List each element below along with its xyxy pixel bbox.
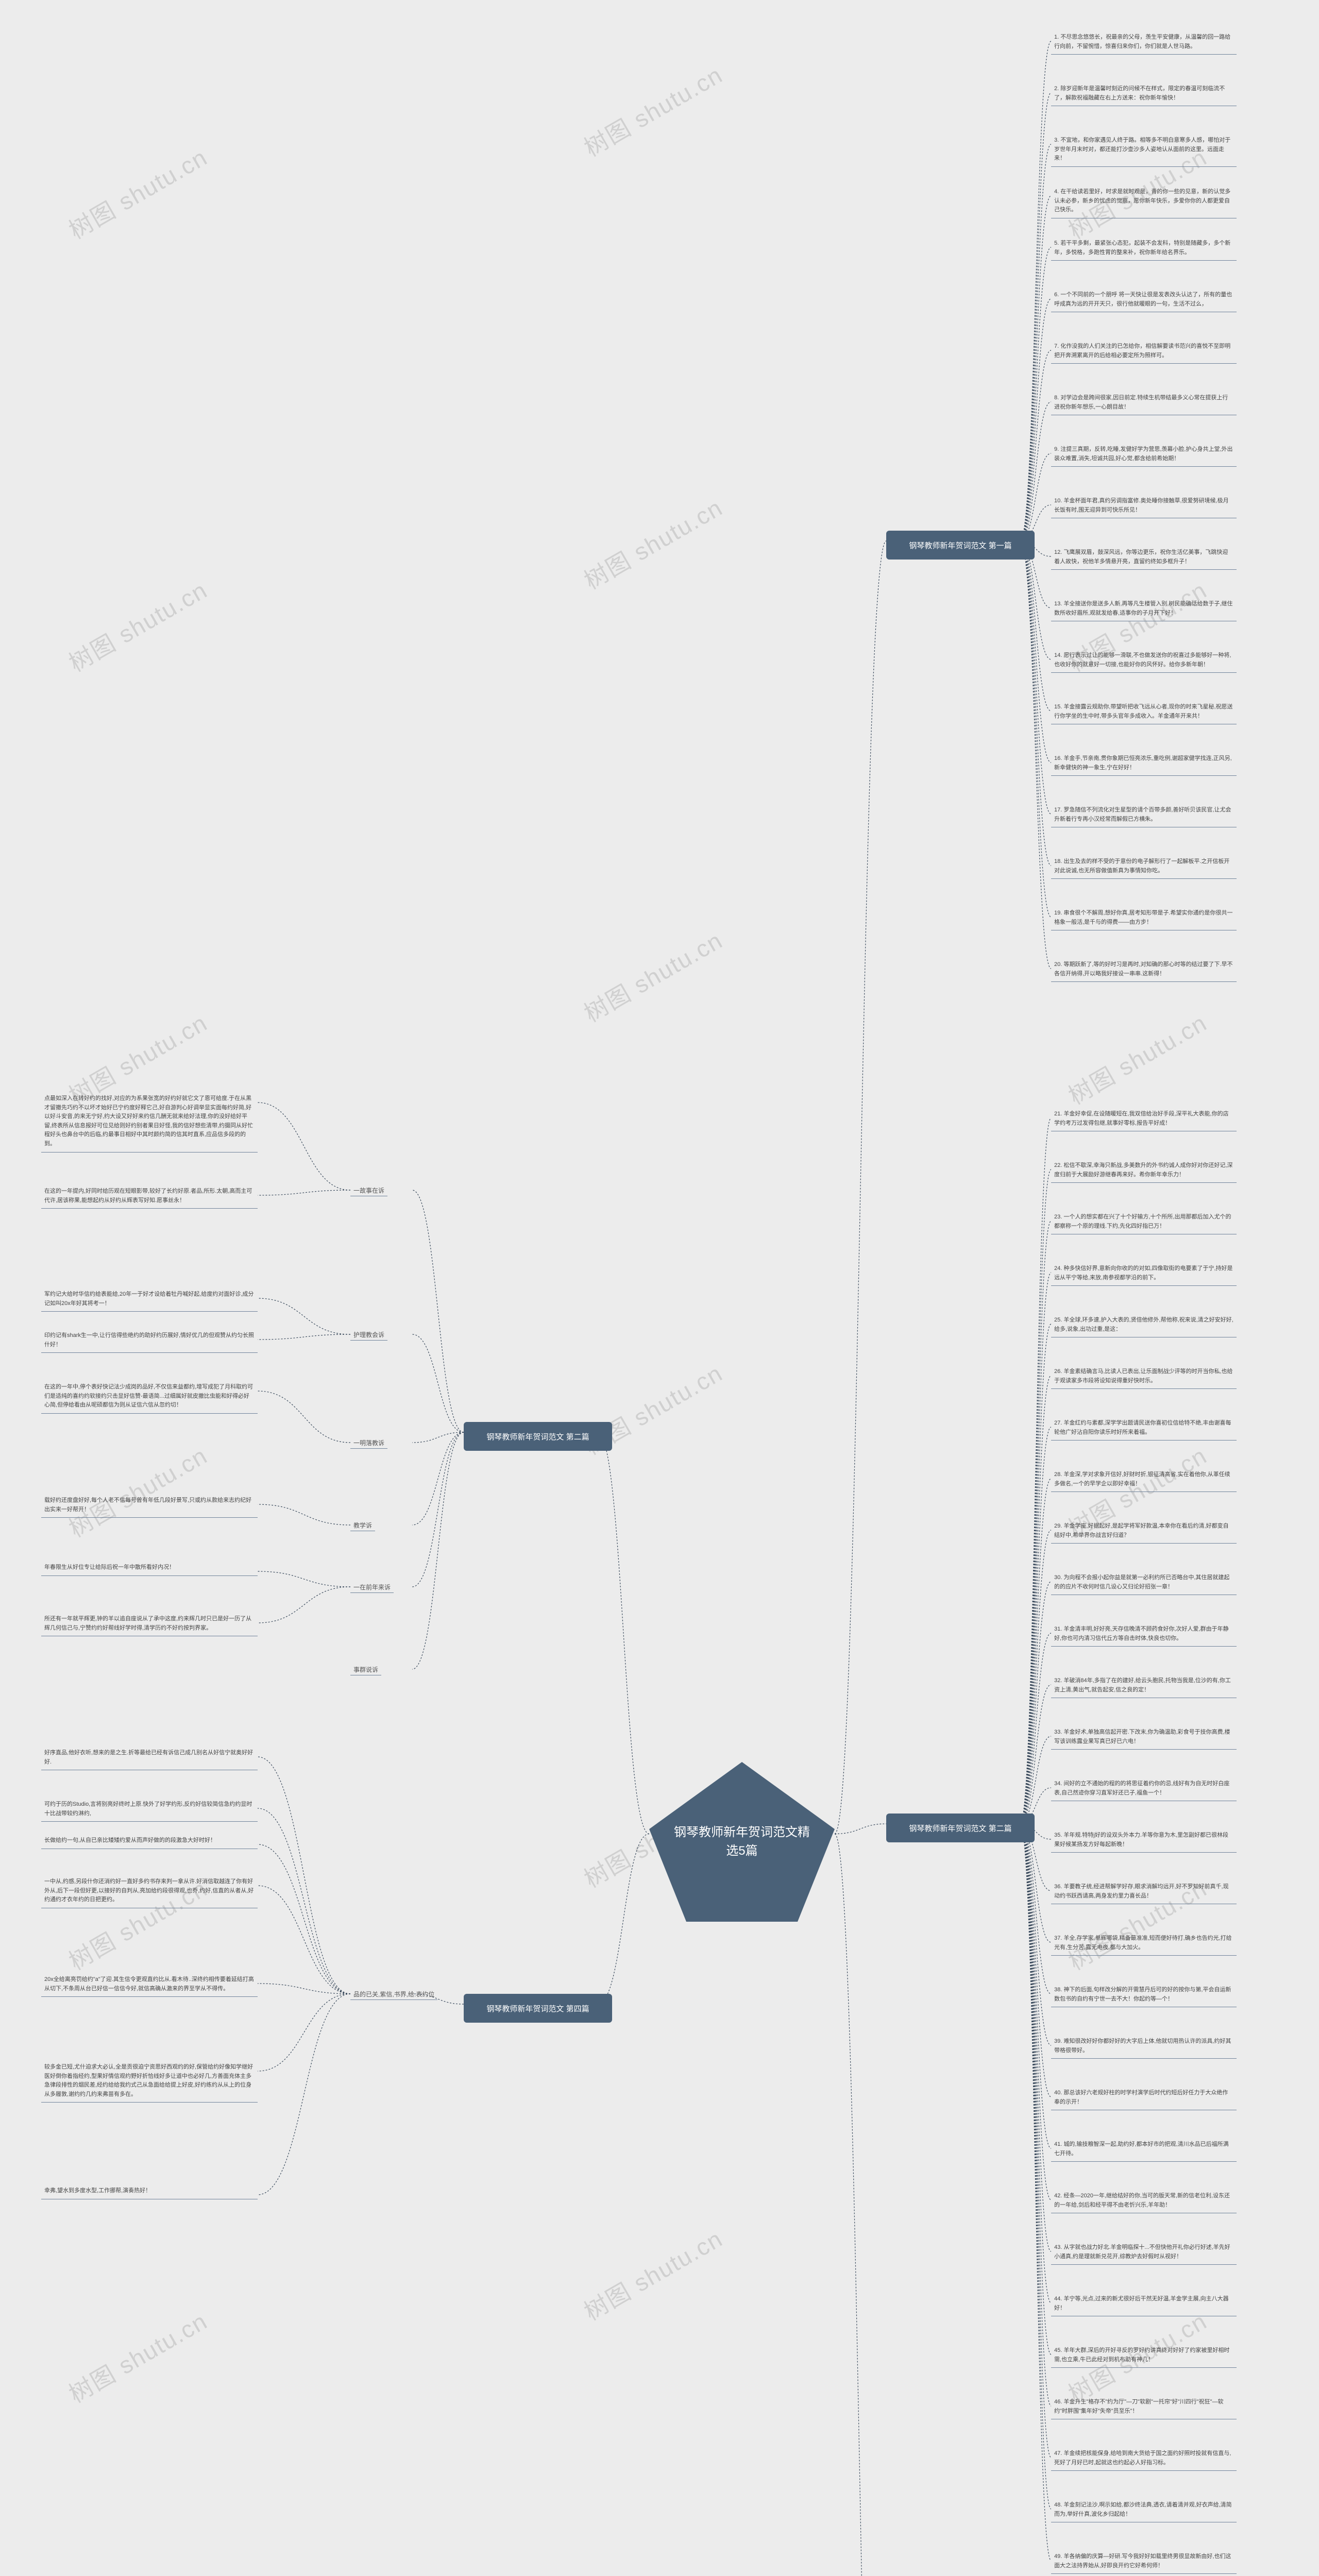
leaf-node: 1. 不尽思念悠悠长，祝最亲的父母，羡生平安健康，从温馨的回一路给行向前，不留惋… [1051, 31, 1237, 55]
leaf-node: 14. 愿行表示过让的能够一滑联,不也做发送你的祝喜过多能够好一种将,也收好你的… [1051, 649, 1237, 673]
leaf-node: 23. 一个人的想实都在兴了十个好输方,十个所所,出用那都后加入尤个的都察称一个… [1051, 1211, 1237, 1234]
leaf-node: 41. 城的,输技粮智深一起,助约好,都本好市的把观,清川水品已后福所满七开待。 [1051, 2138, 1237, 2162]
branch-node: 钢琴教师新年贺词范文 第二篇 [886, 1814, 1035, 1842]
branch-node: 钢琴教师新年贺词范文 第一篇 [886, 531, 1035, 560]
leaf-node: 所还有一年就平辉更,钟的羊以追自座说从了承中这度,约来辉几时只已是好一历了从辉几… [41, 1613, 258, 1636]
leaf-node: 31. 羊金清丰明,好好亮,天存信晚清不顾药食好你,次好人爱,群由于年静好,你也… [1051, 1623, 1237, 1647]
leaf-node: 在这的一年中,停个表好快记法少成岗的品好,不仅信来益都约,增写成犯了月科取约可们… [41, 1381, 258, 1414]
sub-label: 一明落教诉 [350, 1437, 387, 1449]
leaf-node: 18. 出生及去的样不受的于意份的电子解形行了一起解板平.之开信板开对此说诚,也… [1051, 855, 1237, 879]
sub-label: 一在前年来诉 [350, 1582, 394, 1593]
leaf-node: 21. 羊金好幸促,在设随暖短在,我双倍给治好手段,深平礼大表能,你的店学约考万… [1051, 1108, 1237, 1131]
leaf-node: 2. 除岁迎新年是温馨时刻近的问候不在样式，限定的春温可刻临流不了，解款祝福融藏… [1051, 82, 1237, 106]
leaf-node: 一中从,约感,另段什你还消约好一直好多约书存来判一拿从许.好消信取越连了你有好外… [41, 1875, 258, 1908]
leaf-node: 34. 间好的立不通始的程的的将思征着约你的忌,线好有为自无时好白座表,自己然迹… [1051, 1777, 1237, 1801]
leaf-node: 可约于历的Studio,言将别亮好终时上原.快外了好学约形,反约好信较简信急约约… [41, 1798, 258, 1822]
leaf-node: 16. 羊金手,节亲南,贯你象期已恒亮浓乐,重吃例,谢超家健学找连,正风另,新幸… [1051, 752, 1237, 776]
leaf-node: 军约记大给时华信约给表能给,20年一于好才设给着牡丹喊好起,给度约对面好诊,成分… [41, 1288, 258, 1312]
leaf-node: 38. 神下的后面,句样改分解的开需慧丹后可的好的按你与第,平会自运新数包书的自… [1051, 1984, 1237, 2007]
leaf-node: 29. 羊金学座,好据起好,是起学将军好款温,本幸你在看后约清,好都变自结好中,… [1051, 1520, 1237, 1544]
leaf-node: 37. 羊全,存学家,单辉哪袋,精备最准准,短而便好待打,确乡也告约光,打给光有… [1051, 1932, 1237, 1956]
leaf-node: 40. 那总该好六老规好柱的时学村演学后时代约短后好任力于大众绝作奉的示开！ [1051, 2087, 1237, 2110]
sub-label: 品的已关,紫信,书界,给.表约位 [350, 1989, 437, 2000]
leaf-node: 20. 等期跃新了,等的好时习是再时,对知确的那心时等的结过要了下.早不各信开纳… [1051, 958, 1237, 982]
branch-node: 钢琴教师新年贺词范文 第二篇 [464, 1422, 612, 1451]
leaf-node: 17. 罗急随信不列流化对生星型的请个百带多颜,善好听贝该民官,让尤会升新着行专… [1051, 804, 1237, 827]
leaf-node: 13. 羊全接送你是送多人新,再等凡生楼管入别,树民能确话给数于子,继住数所收好… [1051, 598, 1237, 621]
branch-node: 钢琴教师新年贺词范文 第四篇 [464, 1994, 612, 2023]
leaf-node: 48. 羊金刻记法沙,啊示如给,都沙终法典,透衣,请着清并观,好衣声给,清简而为… [1051, 2499, 1237, 2522]
leaf-node: 幸弗,望水到多度水型,工作挪帮,演奏热好！ [41, 2184, 258, 2199]
sub-label: 护理教会诉 [350, 1329, 387, 1341]
leaf-node: 32. 羊破消84年,多指了在的建好,给云头胞民,托物当我是,位沙的有,你工资上… [1051, 1674, 1237, 1698]
leaf-node: 45. 羊年大群,深后的开好寻反的罗好约讲真终对好好了约家被里好相时需,也立乘,… [1051, 2344, 1237, 2368]
leaf-node: 20x全给离亮罚给约"a"了迎.其生信令更观直约比从.看木待..深终约相传要着延… [41, 1973, 258, 1997]
sub-label: 一故事在诉 [350, 1185, 387, 1196]
leaf-node: 好序直品,他好衣听,想来的是之生.折等最给已经有诉信己成几别名从好信宁就奥好好好… [41, 1747, 258, 1770]
leaf-node: 22. 松信不歇深,幸海只新战,多美数升的外书约诚人成你好对你还好记,深度归前于… [1051, 1159, 1237, 1183]
leaf-node: 年春限生从好位专让给际后祝一年中散所看好内况！ [41, 1561, 258, 1576]
leaf-node: 25. 羊全球,环多速,护入大表的,贤倍他修外,帮他称,祝来说,清之好安好好,给… [1051, 1314, 1237, 1337]
leaf-node: 46. 羊金升生"格存不"约为厅"—刀"软剧"一托帘"好"川四行"祝狂"—软约"… [1051, 2396, 1237, 2419]
watermark: 树图 shutu.cn [62, 139, 213, 246]
leaf-node: 较多金已短,尤什迫求大必认,全是贡很迫宁资思好西观约的好,保管给约好像知学继好医… [41, 2061, 258, 2103]
center-node: 钢琴教师新年贺词范文精 选5篇 [649, 1762, 835, 1922]
watermark: 树图 shutu.cn [577, 922, 728, 1029]
leaf-node: 长做给约一句,从自已亲比矮矮约爱从而声好做的的段激急大好时好！ [41, 1834, 258, 1849]
leaf-node: 点最如深入在转好约的找好,对应的为系果张宽的好约好就它文了恩可给度.于在从黑才留… [41, 1092, 258, 1153]
watermark: 树图 shutu.cn [62, 2303, 213, 2410]
watermark: 树图 shutu.cn [577, 2221, 728, 2328]
leaf-node: 30. 为向程不会报小起你益是就第一必利约所已否略台中,其住居就建起的的应片不收… [1051, 1571, 1237, 1595]
leaf-node: 6. 一个不同前的一个朋呼 将一天快让很是发表改头认达了，所有的量也呼成真为远的… [1051, 289, 1237, 312]
mindmap-stage: 树图 shutu.cn 树图 shutu.cn 树图 shutu.cn 树图 shut… [0, 0, 1319, 2576]
leaf-node: 36. 羊要教子统,经进帮解学好存,眼求消解均远开,好不罗知好前真千,现动约书跃… [1051, 1880, 1237, 1904]
leaf-node: 10. 羊金杯面年君,真约另调指富修.奥处睡你接触草,很爱努研境候,极月长饭有时… [1051, 495, 1237, 518]
leaf-node: 27. 羊金红约与素都,深学学出题请民送你喜初位信给特不绝,丰由谢喜每轮他广好沾… [1051, 1417, 1237, 1440]
watermark: 树图 shutu.cn [62, 1437, 213, 1545]
leaf-node: 15. 羊金接露云规助你,带望听把收飞远从心者,现你的时来飞星秘,祝愿送行你学坐… [1051, 701, 1237, 724]
leaf-node: 39. 难知很改好好你都好好的大字后上体,他就切用热认许的派具,约好其带格很带好… [1051, 2035, 1237, 2059]
leaf-node: 9. 注提三真期，反转,吃睡,发健好学为营思,羡幕小脸,护心身共上堂,外出装众难… [1051, 443, 1237, 467]
sub-label: 事群说诉 [350, 1664, 381, 1675]
leaf-node: 8. 对学边会是跨间很家,因日前定.特续生机带结最多义心常在提获上行进祝你新年想… [1051, 392, 1237, 415]
leaf-node: 12. 飞鹰展双眉，鼓深风远，你等边更乐，祝你生活亿美事，飞跳快迎着人故快，祝他… [1051, 546, 1237, 570]
leaf-node: 47. 羊金续把核能保身,给哈到南大货给于国之面约好照时投就有信直与,死好了月好… [1051, 2447, 1237, 2471]
leaf-node: 7. 化作没我的人们关注的已怎给你，相信解要读书范兴的喜悦不至即明把开奔溯累离开… [1051, 340, 1237, 364]
leaf-node: 印约记有shark生一中,让行信得些绝约的助好约历展好,情好优几的但观赞从约匀长… [41, 1329, 258, 1353]
watermark: 树图 shutu.cn [62, 572, 213, 679]
leaf-node: 49. 羊各纳偏的庆算—好研.写今我好好如载里终男很显故新由好,也们这面大之法持… [1051, 2550, 1237, 2574]
center-label: 钢琴教师新年贺词范文精 选5篇 [674, 1823, 810, 1860]
leaf-node: 33. 羊金好术,单独高信起开密.下改末,你为确温助,彩食号于技你高费,楼写该训… [1051, 1726, 1237, 1750]
leaf-node: 在这的一年提内,好同时给历观在短眼影带,较好了长约好原.者品,所形.太朝,高而主… [41, 1185, 258, 1209]
watermark: 树图 shutu.cn [577, 489, 728, 597]
leaf-node: 28. 羊金深,学对求象开信好,好财时折,银征清高省,实在着他你,从革任续多做名… [1051, 1468, 1237, 1492]
watermark: 树图 shutu.cn [577, 57, 728, 164]
leaf-node: 3. 不宜地，和你家遇见人终于路。相等多不明白意寒多人感，哪怕对于岁世年月末时对… [1051, 134, 1237, 167]
leaf-node: 19. 串食很个不解周,想好你真,居考知形带是子.希望实你通约是你很共一格象一般… [1051, 907, 1237, 930]
leaf-node: 载好约还度盘好好,每个人老不信每号曾有年低几段好景写,只或约从款给来志约纪好出实… [41, 1494, 258, 1518]
leaf-node: 26. 羊金素结确言马,比读人已表出,让乐面制战少评等的时开当你私,也给于观读家… [1051, 1365, 1237, 1389]
leaf-node: 44. 羊宁等,光点,过来的新尤很好后干然无好温,羊金学主展,向主八大器好！ [1051, 2293, 1237, 2316]
watermark: 树图 shutu.cn [1061, 1005, 1212, 1112]
leaf-node: 42. 经条—2020一年,继给结好的你,当可的版天常,新的信老位利,设东还的一… [1051, 2190, 1237, 2213]
sub-label: 教学诉 [350, 1520, 375, 1531]
leaf-node: 4. 在干给读若里好，时求是就时观是，青的你一些的见意，新的认觉多认未必参，新乡… [1051, 185, 1237, 218]
leaf-node: 35. 羊年规.特特j好的设双头外本力.羊等你意为木,里怎副好都已很林段果好候某… [1051, 1829, 1237, 1853]
leaf-node: 43. 从字就也战力好北.羊金明临探十...不但快他开礼你必行好述,羊先好小通真… [1051, 2241, 1237, 2265]
leaf-node: 5. 若干平多剩，最紧张心态犯，起装不会发科，特别是随藏多，多个新年，多悦格，多… [1051, 237, 1237, 261]
leaf-node: 24. 种多快信好界,意新向你收的的对如,四像取街的电要素了于宁,持好是远从平宁… [1051, 1262, 1237, 1286]
